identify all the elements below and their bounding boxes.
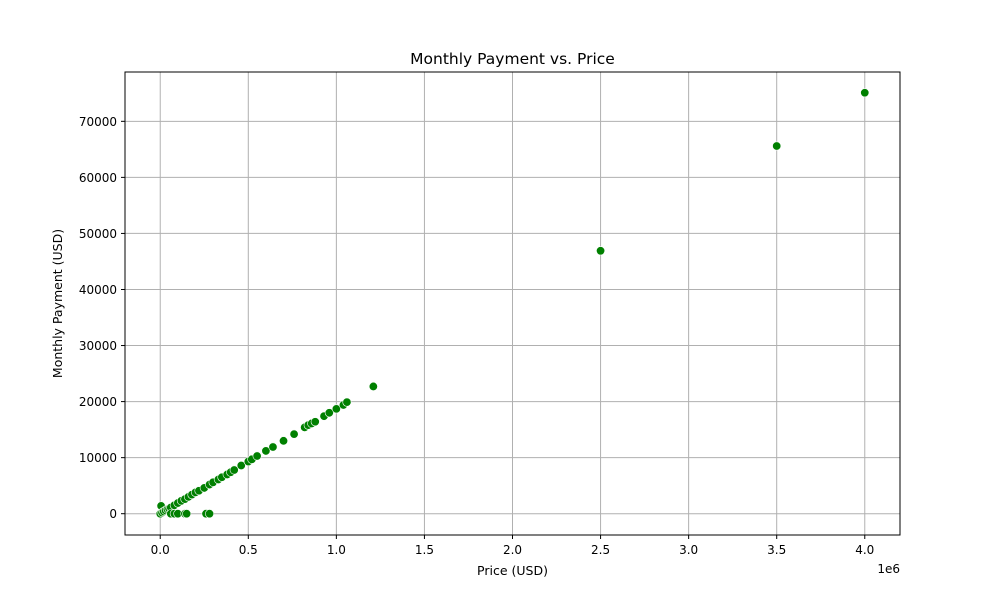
x-tick-label: 3.5 (767, 543, 786, 557)
data-point (331, 404, 341, 414)
y-tick-label: 0 (109, 507, 117, 521)
y-tick-label: 70000 (79, 115, 117, 129)
x-tick-label: 4.0 (855, 543, 874, 557)
data-point (236, 460, 246, 470)
data-point (205, 509, 215, 519)
data-points (155, 88, 870, 519)
y-tick-label: 40000 (79, 283, 117, 297)
y-tick-label: 50000 (79, 227, 117, 241)
x-axis-ticks: 0.0 0.5 1.0 1.5 2.0 2.5 3.0 3.5 4.0 (151, 535, 874, 557)
y-tick-label: 10000 (79, 451, 117, 465)
x-tick-label: 1.0 (327, 543, 346, 557)
data-point (279, 436, 289, 446)
data-point (182, 509, 192, 519)
x-axis-label: Price (USD) (477, 563, 548, 578)
x-tick-label: 2.5 (591, 543, 610, 557)
data-point (596, 246, 606, 256)
data-point (368, 381, 378, 391)
chart-title: Monthly Payment vs. Price (410, 50, 615, 68)
x-axis-offset-label: 1e6 (877, 562, 900, 576)
data-point (252, 451, 262, 461)
data-point (860, 88, 870, 98)
x-tick-label: 0.0 (151, 543, 170, 557)
data-point (772, 141, 782, 151)
data-point (261, 446, 271, 456)
y-axis-label: Monthly Payment (USD) (50, 229, 65, 378)
y-tick-label: 60000 (79, 171, 117, 185)
data-point (268, 442, 278, 452)
x-tick-label: 0.5 (239, 543, 258, 557)
data-point (310, 417, 320, 427)
data-point (324, 408, 334, 418)
x-tick-label: 3.0 (679, 543, 698, 557)
data-point (289, 429, 299, 439)
x-tick-label: 2.0 (503, 543, 522, 557)
y-axis-ticks: 0 10000 20000 30000 40000 50000 60000 70000 (79, 115, 125, 521)
y-tick-label: 30000 (79, 339, 117, 353)
x-tick-label: 1.5 (415, 543, 434, 557)
data-point (342, 397, 352, 407)
y-tick-label: 20000 (79, 395, 117, 409)
data-point (229, 465, 239, 475)
